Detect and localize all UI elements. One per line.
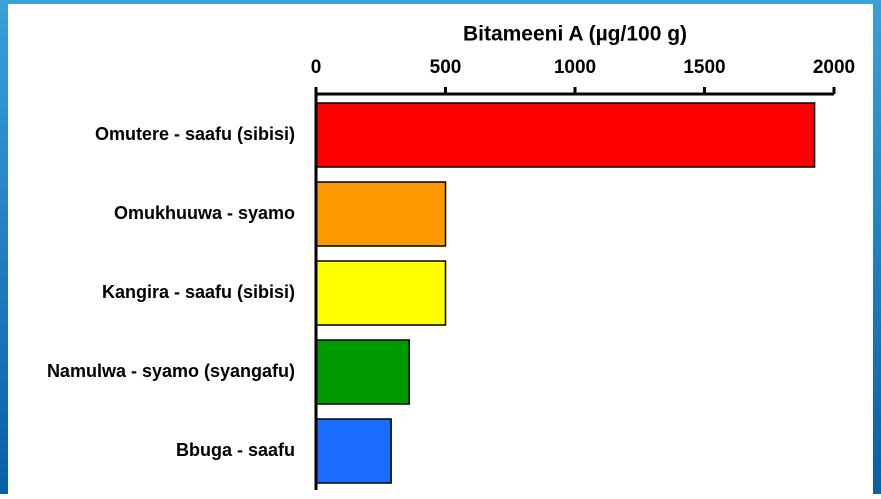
bar [315, 181, 447, 247]
x-tick-label: 1500 [683, 57, 725, 78]
bar [315, 418, 392, 484]
y-tick-label: Omukhuuwa - syamo [114, 203, 295, 223]
y-tick-label: Bbuga - saafu [176, 440, 295, 460]
bar [315, 339, 410, 405]
x-tick-label: 2000 [813, 57, 855, 78]
x-tick-label: 0 [311, 57, 322, 78]
x-tick-label: 500 [430, 57, 462, 78]
y-tick-label: Omutere - saafu (sibisi) [95, 124, 295, 144]
y-tick-label: Kangira - saafu (sibisi) [102, 282, 295, 302]
y-tick-label: Namulwa - syamo (syangafu) [47, 361, 295, 381]
bar [315, 102, 816, 168]
chart-title: Bitameeni A (µg/100 g) [463, 23, 687, 46]
plot-background [8, 4, 873, 494]
x-tick-label: 1000 [554, 57, 596, 78]
bar [315, 260, 447, 326]
